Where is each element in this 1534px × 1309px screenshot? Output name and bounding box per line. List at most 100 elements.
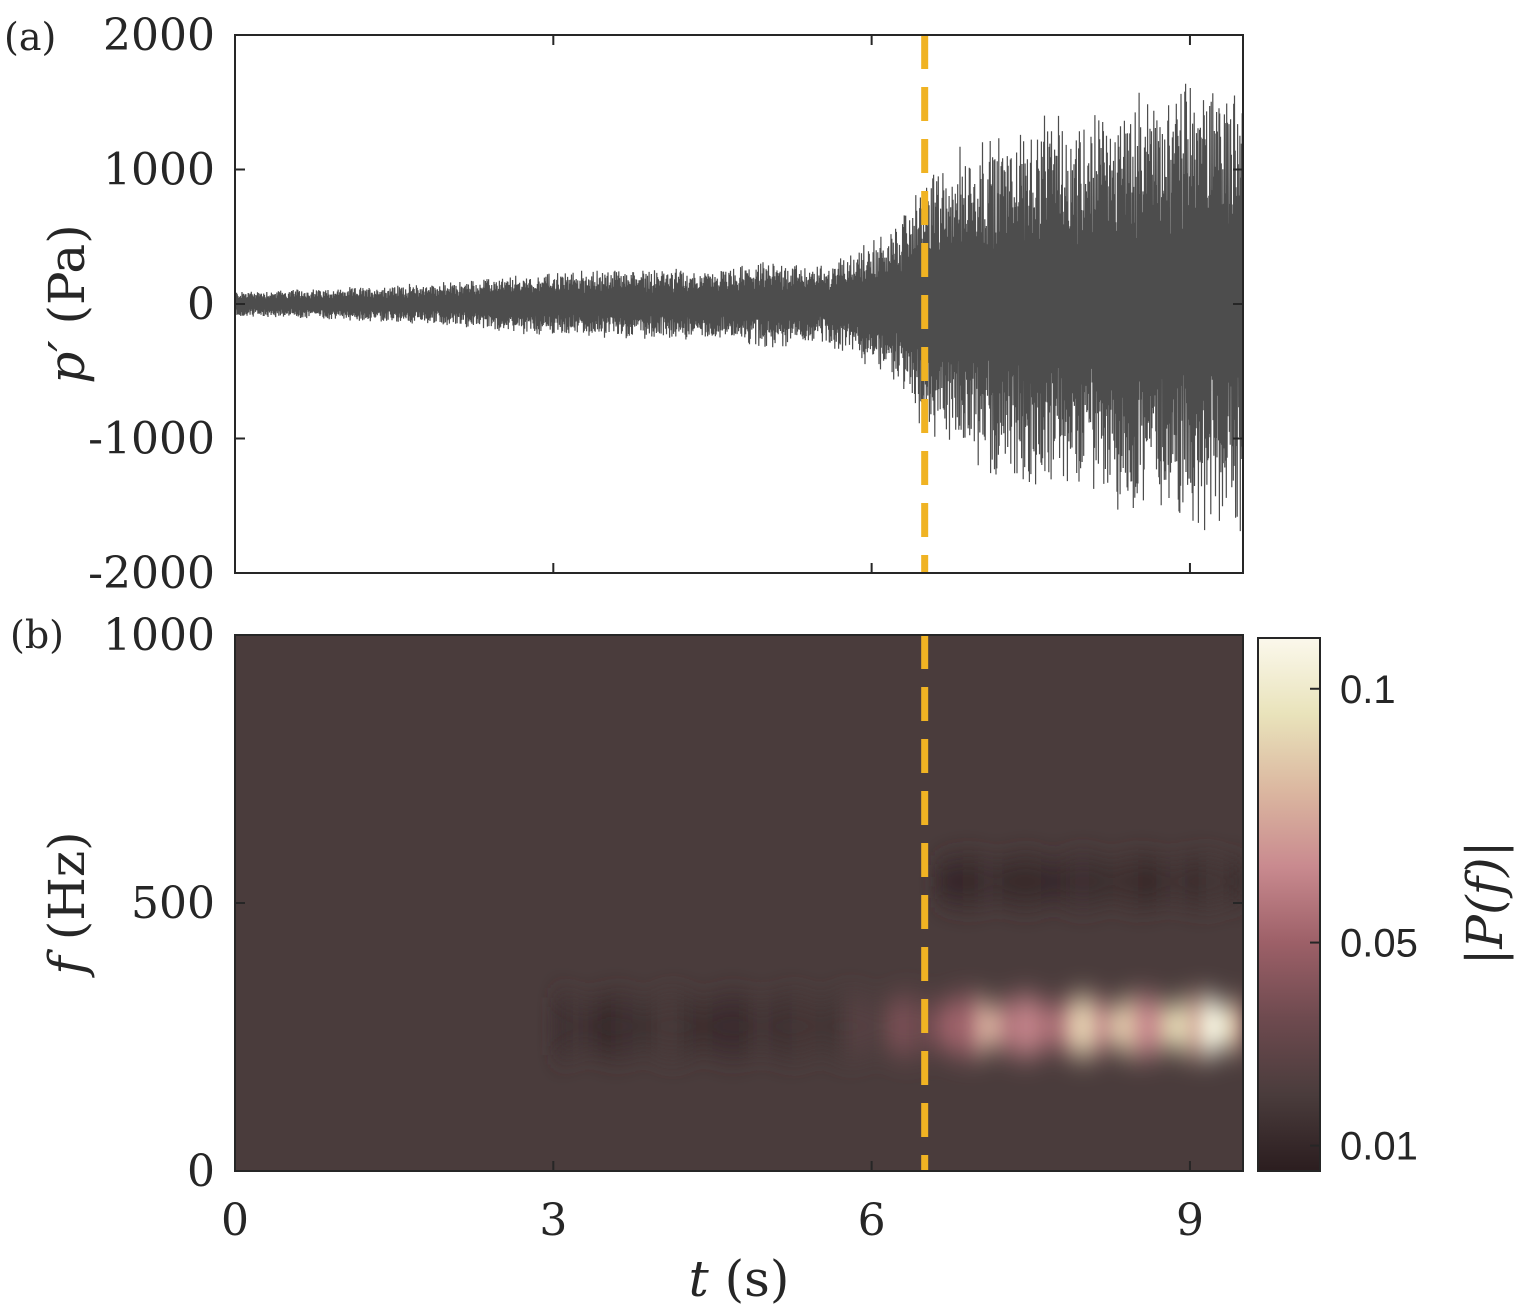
y-tick-label-a: 1000: [103, 145, 215, 196]
heatmap-cell: [1094, 1001, 1107, 1052]
heatmap-cell: [659, 998, 671, 1055]
heatmap-cell: [1158, 1003, 1170, 1050]
heatmap-cell: [563, 999, 576, 1054]
colorbar: 0.01 0.05 0.1 |P(f)|: [1257, 637, 1514, 1172]
heatmap-cell: [1041, 863, 1053, 900]
colorbar-frame: [1257, 637, 1321, 1172]
heatmap-cell: [956, 859, 969, 904]
heatmap-cell: [839, 997, 852, 1056]
heatmap-cell: [945, 861, 958, 902]
heatmap-cell: [892, 998, 905, 1054]
heatmap-cell: [1136, 997, 1149, 1056]
heatmap-cell: [1221, 865, 1234, 898]
heatmap-cell: [882, 1002, 894, 1051]
y-axis-label-b: f (Hz): [38, 831, 96, 978]
panel-a: (a) -2000 -1000 0 1000 2000 p′ (Pa): [4, 10, 1244, 599]
heatmap-cell: [797, 999, 809, 1054]
heatmap-cell: [1126, 998, 1138, 1054]
heatmap-cell: [712, 1000, 725, 1053]
heatmap-cell: [1158, 863, 1170, 900]
heatmap-cell: [818, 1004, 831, 1048]
heatmap-cell: [1200, 997, 1213, 1055]
heatmap-cell: [1179, 861, 1191, 902]
y-tick-label-a: -2000: [88, 548, 215, 599]
heatmap-cell: [1179, 1000, 1191, 1053]
heatmap-cell: [945, 1000, 958, 1053]
heatmap-cell: [617, 998, 629, 1055]
heatmap-cell: [574, 1003, 587, 1049]
heatmap-cell: [733, 998, 746, 1055]
heatmap-cell: [999, 863, 1011, 901]
y-tick-label-a: 2000: [103, 10, 215, 61]
heatmap-cell: [1020, 859, 1032, 905]
heatmap-cell: [977, 862, 990, 902]
x-tick-label: 6: [858, 1195, 886, 1246]
heatmap-cell: [1094, 861, 1107, 902]
heatmap-cell: [701, 1004, 714, 1048]
heatmap-cell: [924, 1003, 937, 1049]
heatmap-cell: [935, 1005, 947, 1048]
heatmap-cell: [977, 1001, 990, 1052]
y-tick-label-a: -1000: [88, 414, 215, 465]
heatmap-cell: [595, 1000, 608, 1053]
heatmap-cell: [1030, 860, 1043, 903]
heatmap-cell: [1009, 860, 1022, 904]
heatmap-cell: [829, 1000, 841, 1053]
x-tick-label: 3: [539, 1195, 567, 1246]
colorbar-tick-label: 0.01: [1340, 1125, 1418, 1169]
heatmap-cell: [903, 997, 916, 1056]
y-tick-label-b: 0: [187, 1146, 215, 1197]
heatmap-cell: [967, 997, 979, 1055]
colorbar-gradient: [1258, 638, 1320, 1171]
heatmap-cell: [1041, 1003, 1053, 1050]
heatmap-cell: [680, 999, 693, 1054]
heatmap-cell: [1189, 859, 1202, 904]
heatmap-cell: [691, 1003, 703, 1049]
heatmap-cell: [1115, 1002, 1128, 1050]
heatmap-cell: [765, 1002, 778, 1051]
heatmap-cell: [988, 1006, 1000, 1047]
colorbar-tick-label: 0.1: [1340, 668, 1396, 712]
heatmap-cell: [1083, 859, 1096, 904]
heatmap-cell: [1232, 1002, 1243, 1050]
heatmap-cell: [1083, 997, 1096, 1055]
heatmap-cell: [648, 1002, 661, 1051]
heatmap-cell: [1136, 859, 1149, 905]
heatmap-cell: [861, 1001, 873, 1052]
heatmap-cell: [850, 997, 862, 1055]
heatmap-cell: [1073, 859, 1085, 904]
x-tick-label: 9: [1176, 1195, 1204, 1246]
heatmap-cell: [967, 859, 979, 904]
heatmap-cell: [627, 1001, 640, 1052]
heatmap-cell: [1030, 999, 1043, 1054]
heatmap-cell: [999, 1002, 1011, 1051]
panel-b-label: (b): [10, 613, 64, 657]
heatmap-cell: [670, 997, 682, 1056]
heatmap-cell: [1105, 865, 1117, 898]
heatmap-cell: [1073, 997, 1085, 1055]
heatmap-cell: [1062, 861, 1075, 902]
heatmap-cell: [1009, 998, 1022, 1054]
heatmap-cell: [776, 998, 788, 1055]
heatmap-cell: [1211, 1000, 1223, 1052]
heatmap-cell: [1200, 859, 1213, 904]
heatmap-cell: [553, 997, 565, 1056]
y-tick-label-a: 0: [187, 279, 215, 330]
heatmap-cell: [1126, 860, 1138, 904]
y-tick-label-b: 500: [131, 878, 215, 929]
heatmap-cell: [871, 1006, 884, 1047]
heatmap-cell: [1052, 865, 1064, 898]
colorbar-tick-label: 0.05: [1340, 922, 1418, 966]
spectrogram: [553, 859, 1243, 1056]
heatmap-cell: [1115, 863, 1128, 900]
heatmap-cell: [1147, 860, 1160, 903]
colorbar-label: |P(f)|: [1456, 841, 1514, 966]
heatmap-cell: [935, 865, 947, 899]
x-tick-label: 0: [221, 1195, 249, 1246]
heatmap-cell: [988, 865, 1000, 898]
heatmap-cell: [1052, 1005, 1064, 1048]
heatmap-cell: [1062, 1000, 1075, 1053]
heatmap-cell: [1211, 861, 1223, 902]
